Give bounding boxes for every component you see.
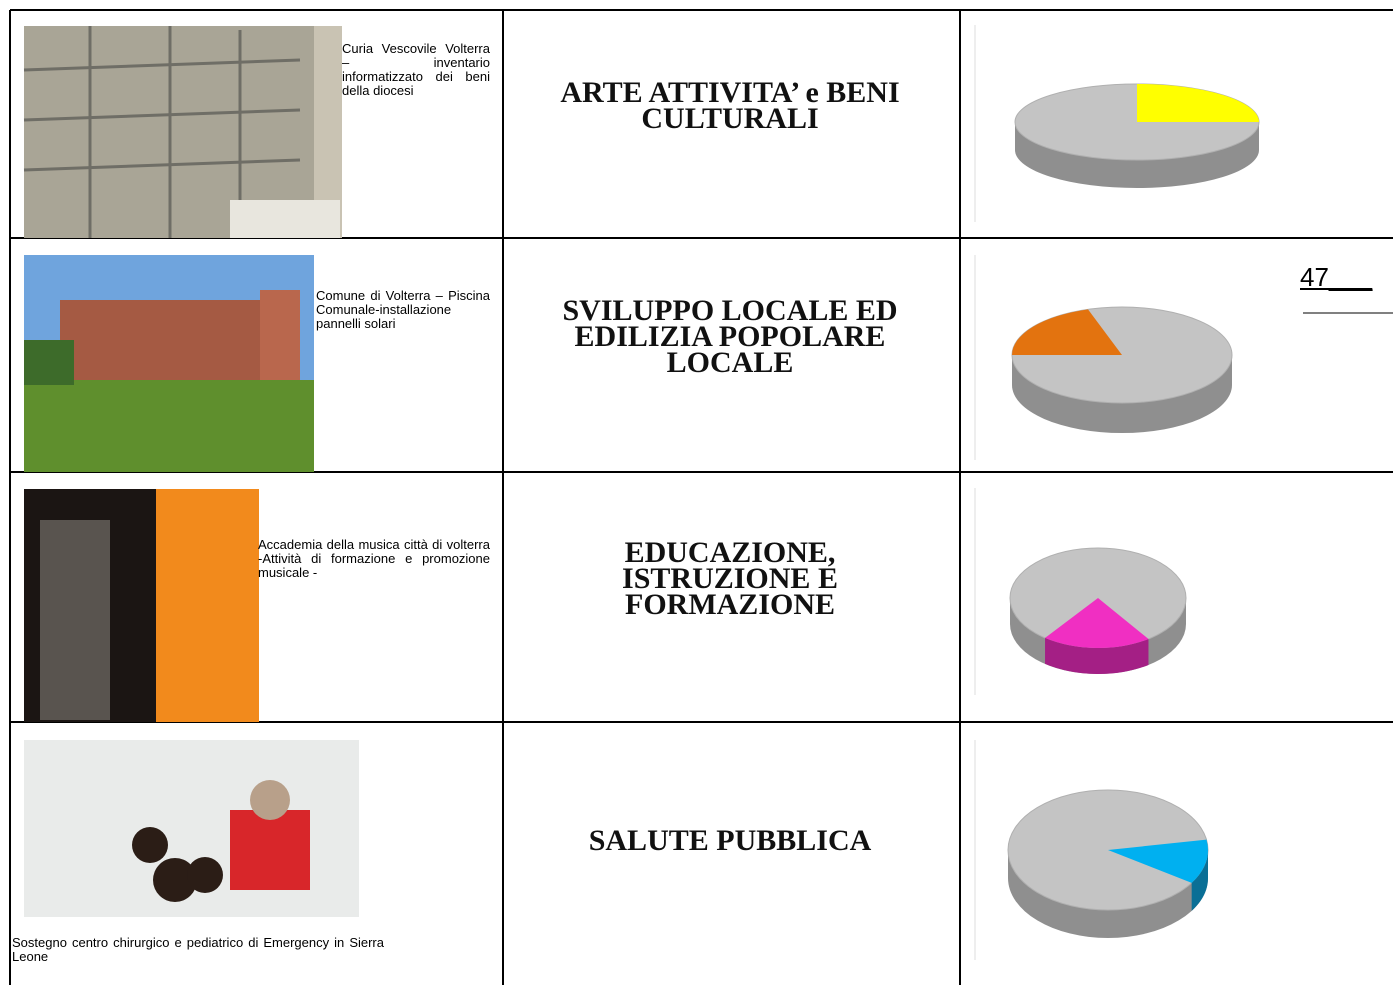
photo-archive bbox=[23, 26, 342, 238]
section-title: SALUTE PUBBLICA bbox=[588, 824, 872, 857]
caption: Comune di Volterra – Piscina Comunale-in… bbox=[316, 288, 490, 331]
pie-slice bbox=[1045, 598, 1149, 648]
caption: Curia Vescovile Volterra – inventario in… bbox=[342, 41, 490, 98]
pie-slice bbox=[1137, 84, 1259, 122]
section-title: ARTE ATTIVITA’ e BENI CULTURALI bbox=[560, 76, 900, 135]
photo-emergency bbox=[24, 740, 359, 917]
page-number: 47___ bbox=[1300, 262, 1373, 292]
caption: Accademia della musica città di volterra… bbox=[258, 537, 490, 580]
pie-slice-side bbox=[1191, 850, 1208, 911]
section-title: EDUCAZIONE, ISTRUZIONE E FORMAZIONE bbox=[622, 536, 838, 621]
photo-music bbox=[24, 489, 259, 722]
pie-slice-side bbox=[1045, 637, 1149, 674]
caption: Sostegno centro chirurgico e pediatrico … bbox=[12, 935, 384, 964]
photo-pool bbox=[24, 255, 314, 472]
pie-slice bbox=[1012, 309, 1122, 355]
pie-slice bbox=[1108, 839, 1208, 883]
section-title: SVILUPPO LOCALE ED EDILIZIA POPOLARE LOC… bbox=[562, 294, 898, 379]
